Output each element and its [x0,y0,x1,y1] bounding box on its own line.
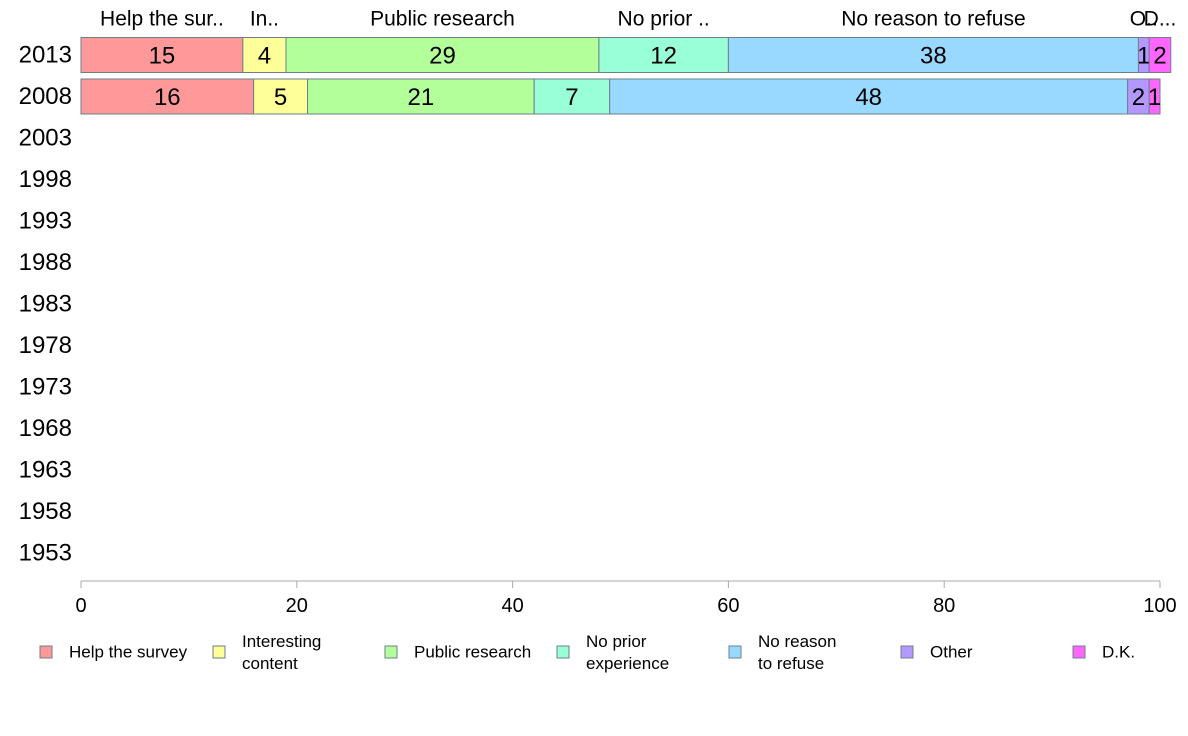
legend-item-no-prior-experience: No prior experience [556,632,669,673]
data-label-2013-no-prior-experience: 12 [650,43,677,70]
top-label-no-prior-experience: No prior .. [618,8,710,31]
legend-label-help-the-survey: Help the survey [69,643,188,662]
x-axis: 0 20 40 60 80 100 [75,580,1177,617]
bar-2008-no-prior-experience [533,78,611,115]
data-label-2013-d-k: 2 [1153,43,1166,70]
legend-item-d-k: D.K. [1072,643,1135,662]
top-label-no-reason-to-refuse: No reason to refuse [841,8,1025,31]
legend-label-other: Other [930,643,973,662]
bar-2013-interesting-content [242,37,287,73]
legend-item-other: Other [900,643,973,662]
bar-2013-no-reason-to-refuse [727,37,1139,73]
bar-2008-d-k [1148,78,1161,115]
legend-label-public-research: Public research [414,643,531,662]
data-label-2013-interesting-content: 4 [258,43,271,70]
legend-item-help-the-survey: Help the survey [39,643,188,662]
top-label-help-the-survey: Help the sur.. [100,8,224,31]
y-tick-label-2003: 2003 [19,125,72,152]
legend: Help the survey Interesting content Public … [39,632,1135,673]
legend-swatch-d-k [1072,645,1086,659]
legend-item-public-research: Public research [384,643,531,662]
legend-swatch-no-reason-to-refuse [728,645,742,659]
data-label-2008-public-research: 21 [408,84,435,111]
data-label-2008-no-prior-experience: 7 [565,84,578,111]
y-tick-label-2008: 2008 [19,83,72,110]
bar-2013-d-k [1148,37,1172,73]
data-label-2013-help-the-survey: 15 [149,43,176,70]
y-tick-label-1998: 1998 [19,166,72,193]
y-tick-label-1968: 1968 [19,415,72,442]
legend-item-interesting-content: Interesting content [212,632,321,673]
y-tick-label-1953: 1953 [19,540,72,567]
data-label-2008-other: 2 [1132,84,1145,111]
legend-swatch-interesting-content [212,645,226,659]
y-tick-label-1983: 1983 [19,291,72,318]
bar-2008-public-research [307,78,535,115]
top-label-d-k: D... [1144,8,1177,31]
y-tick-label-1963: 1963 [19,457,72,484]
legend-swatch-no-prior-experience [556,645,570,659]
data-label-2008-no-reason-to-refuse: 48 [855,84,882,111]
top-label-other: O.. [1130,8,1158,31]
legend-label-no-prior-experience: No prior experience [586,632,669,673]
y-tick-label-1993: 1993 [19,208,72,235]
legend-swatch-help-the-survey [39,645,53,659]
y-tick-label-1973: 1973 [19,374,72,401]
y-axis-labels: 2013 2008 2003 1998 1993 1988 1983 1978 1973 1968… [19,42,72,567]
data-label-2013-no-reason-to-refuse: 38 [920,43,947,70]
bar-2008-no-reason-to-refuse [609,78,1129,115]
y-tick-label-1978: 1978 [19,332,72,359]
legend-swatch-other [900,645,914,659]
x-tick-label-20: 20 [286,595,308,617]
top-label-public-research: Public research [370,8,515,31]
x-tick-label-60: 60 [717,595,739,617]
legend-label-no-reason-to-refuse: No reason to refuse [758,632,836,673]
x-tick-label-40: 40 [501,595,523,617]
data-label-2013-public-research: 29 [429,43,456,70]
bar-2008-help-the-survey [80,78,255,115]
legend-label-interesting-content: Interesting content [242,632,321,673]
bar-2008-interesting-content [253,78,309,115]
data-label-2008-help-the-survey: 16 [154,84,181,111]
data-label-2008-d-k: 1 [1148,84,1161,111]
x-tick-label-0: 0 [75,595,86,617]
top-series-labels: Help the sur.. In.. Public research No prio… [100,8,1176,31]
x-tick-label-100: 100 [1143,595,1176,617]
top-label-interesting-content: In.. [250,8,279,31]
data-label-2008-interesting-content: 5 [274,84,287,111]
y-tick-label-1988: 1988 [19,249,72,276]
bars: 15 4 29 12 38 1 216 5 21 7 48 2 1 [80,37,1172,115]
x-tick-label-80: 80 [933,595,955,617]
legend-label-d-k: D.K. [1102,643,1135,662]
legend-item-no-reason-to-refuse: No reason to refuse [728,632,836,673]
y-tick-label-2013: 2013 [19,42,72,69]
legend-swatch-public-research [384,645,398,659]
data-label-2013-other: 1 [1137,43,1150,70]
y-tick-label-1958: 1958 [19,498,72,525]
